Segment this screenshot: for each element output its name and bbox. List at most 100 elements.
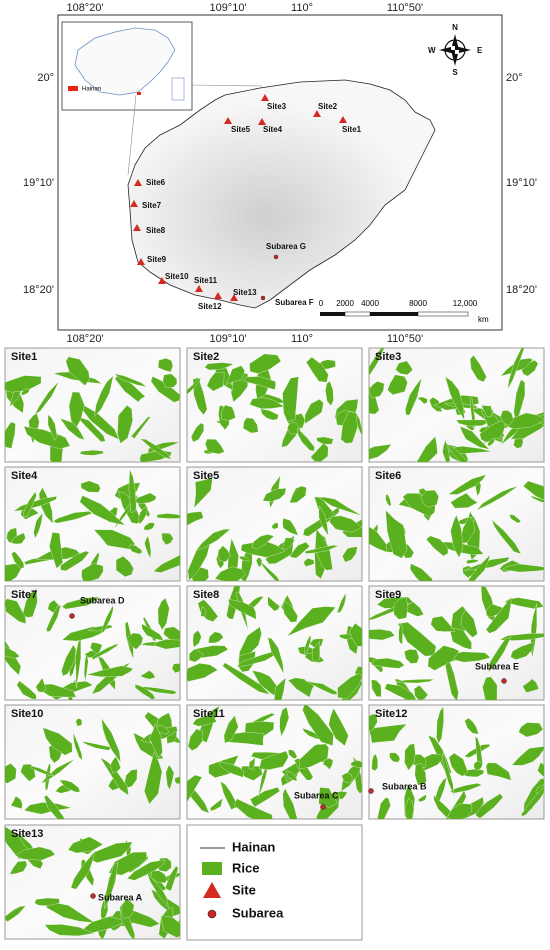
inset-legend-swatch [68, 86, 78, 91]
lat-label: 18°20' [506, 284, 537, 296]
rice-patch [187, 774, 203, 803]
rice-patch [40, 758, 75, 784]
rice-patch [282, 518, 299, 536]
rice-patch [44, 795, 66, 819]
rice-patches [5, 826, 180, 939]
rice-patches [5, 469, 180, 581]
rice-patch [206, 372, 225, 392]
site-panel: Site3 [368, 347, 545, 463]
inset-hainan [137, 92, 141, 95]
rice-patch [187, 511, 204, 526]
rice-patch [72, 732, 83, 761]
rice-patch [395, 360, 413, 375]
rice-patch [162, 373, 178, 388]
rice-patch [311, 640, 320, 663]
site-panel: Site7 Subarea D [4, 585, 181, 701]
rice-patch [413, 685, 429, 700]
rice-patch [130, 416, 152, 440]
rice-patches [187, 586, 362, 700]
rice-patch [239, 556, 250, 562]
rice-patch [153, 554, 180, 573]
rice-patch [30, 765, 56, 777]
rice-patch [436, 706, 444, 744]
rice-patch [488, 636, 512, 673]
rice-patch [393, 596, 409, 620]
rice-patch [126, 632, 144, 650]
rice-patch [449, 783, 483, 794]
subarea-label: Subarea B [382, 781, 427, 791]
rice-patch [289, 485, 307, 504]
subarea-label: Subarea C [294, 790, 339, 800]
rice-patch [485, 762, 512, 781]
rice-patch [369, 381, 385, 399]
rice-patch [195, 645, 229, 659]
site-panel: Site1 [4, 347, 181, 463]
rice-patch [369, 629, 395, 641]
rice-patch [114, 373, 147, 387]
rice-patch [447, 474, 487, 495]
rice-patches [369, 348, 544, 462]
rice-patch [318, 505, 329, 536]
rice-patch [165, 764, 175, 790]
rice-patch [11, 551, 25, 569]
compass: N S E W [428, 23, 483, 77]
rice-patch [316, 436, 334, 445]
rice-patch [369, 714, 378, 732]
rice-patch [187, 663, 218, 682]
rice-patch [369, 526, 388, 553]
rice-patch [298, 743, 329, 770]
site-panel: Site13 Subarea A [4, 824, 181, 940]
rice-patch [33, 512, 43, 539]
lat-label: 18°20' [23, 284, 54, 296]
rice-patch [200, 606, 207, 617]
site-marker [224, 117, 232, 124]
rice-patch [336, 592, 346, 613]
rice-patch [348, 622, 362, 647]
rice-patch [393, 678, 435, 684]
rice-patch [287, 422, 301, 435]
scale-label: 0 [319, 299, 324, 308]
rice-patch [92, 643, 119, 661]
panel-title: Site7 [11, 589, 37, 601]
site-marker [195, 285, 203, 292]
rice-patch [460, 609, 478, 638]
rice-patch [144, 750, 163, 805]
rice-patch [464, 717, 479, 735]
rice-patch [5, 905, 27, 922]
rice-patch [101, 718, 121, 764]
rice-patch [417, 396, 428, 404]
subarea-label: Subarea F [275, 298, 314, 307]
rice-patch [340, 411, 358, 444]
rice-patches [369, 586, 544, 700]
rice-patch [79, 495, 126, 526]
rice-patch [87, 665, 134, 677]
rice-patch [447, 803, 473, 819]
subarea-label: Subarea E [475, 661, 519, 671]
site-panel: Site11 Subarea C [186, 704, 363, 820]
site-label: Site3 [267, 102, 287, 111]
rice-patch [157, 597, 170, 631]
rice-patch [208, 631, 224, 644]
legend-frame [186, 824, 363, 941]
rice-patch [404, 649, 420, 664]
rice-patches [369, 706, 544, 819]
site-marker [214, 292, 222, 299]
rice-patch [93, 529, 135, 550]
panel-title: Site13 [11, 828, 43, 840]
rice-patch [52, 511, 93, 524]
rice-patch [322, 758, 334, 770]
rice-patch [476, 486, 518, 511]
legend-label: Subarea [232, 905, 284, 920]
rice-patch [302, 705, 334, 746]
rice-patch [248, 757, 256, 771]
panel-title: Site1 [11, 351, 37, 363]
rice-patch [128, 469, 137, 513]
rice-patch [47, 414, 58, 441]
rice-patch [522, 678, 539, 693]
rice-patch [258, 750, 289, 770]
rice-patch [158, 358, 174, 373]
rice-patch [5, 375, 42, 393]
site-label: Site2 [318, 102, 338, 111]
rice-patch [187, 377, 201, 395]
site-panel: Site12 Subarea B [368, 704, 545, 820]
